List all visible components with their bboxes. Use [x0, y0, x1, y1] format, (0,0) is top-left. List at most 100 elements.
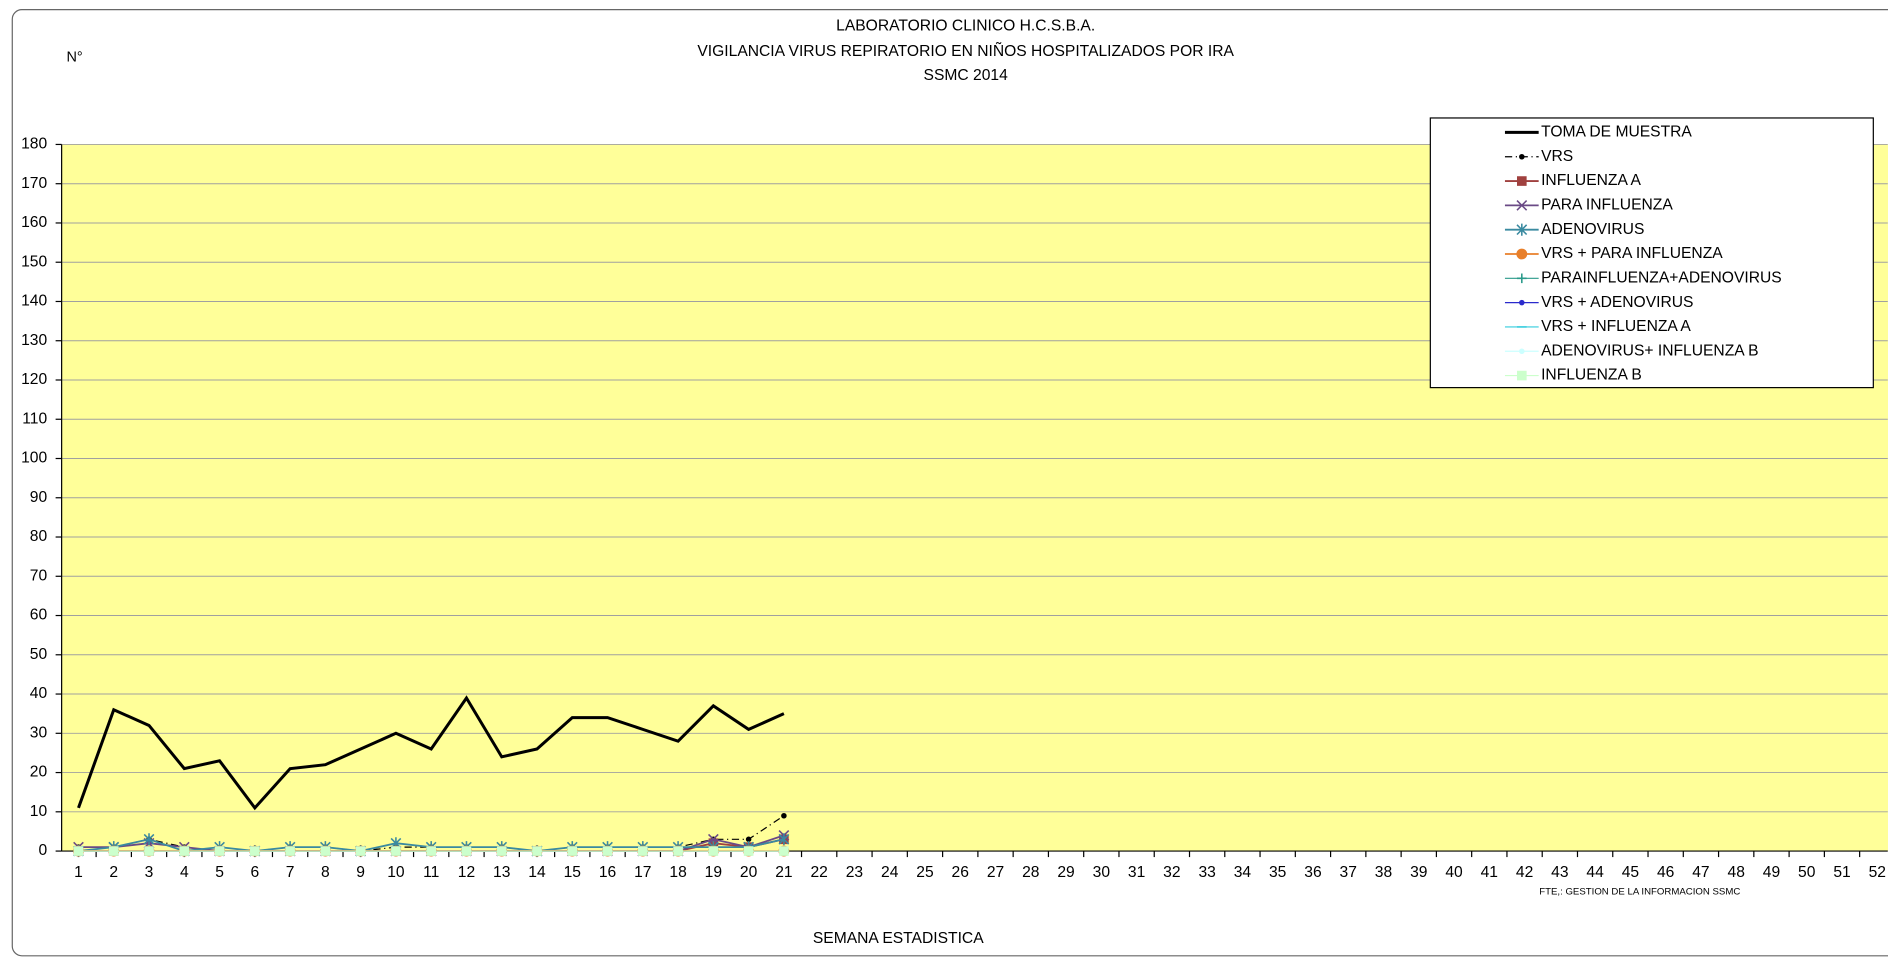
x-tick-label: 28 — [1022, 864, 1040, 881]
legend-marker — [1516, 370, 1527, 381]
marker — [532, 846, 542, 856]
title-line: VIGILANCIA VIRUS REPIRATORIO EN NIÑOS HO… — [697, 40, 1234, 60]
marker — [778, 833, 790, 846]
x-tick-label: 52 — [1869, 864, 1886, 881]
y-tick-label: 80 — [30, 528, 48, 545]
x-tick-label: 36 — [1304, 864, 1321, 881]
x-tick-label: 3 — [145, 864, 154, 881]
marker — [426, 846, 437, 856]
x-tick-label: 6 — [250, 864, 259, 881]
marker — [638, 846, 648, 856]
marker — [391, 846, 401, 856]
y-tick-label: 180 — [21, 136, 47, 153]
x-tick-label: 15 — [564, 864, 582, 881]
x-tick-label: 21 — [775, 864, 792, 881]
x-tick-label: 24 — [881, 864, 899, 881]
y-tick-label: 90 — [30, 489, 48, 506]
marker — [707, 833, 719, 845]
x-tick-label: 7 — [286, 864, 295, 881]
legend-label: VRS + INFLUENZA A — [1541, 318, 1691, 335]
x-tick-label: 35 — [1269, 864, 1287, 881]
x-tick-label: 50 — [1798, 864, 1816, 881]
y-tick-label: 110 — [22, 410, 47, 427]
y-axis-label: N° — [66, 50, 82, 66]
y-tick-label: 100 — [21, 450, 47, 467]
x-tick-label: 26 — [952, 864, 969, 881]
x-tick-label: 41 — [1481, 864, 1498, 881]
x-tick-label: 29 — [1057, 864, 1074, 881]
marker — [745, 836, 752, 843]
x-tick-label: 48 — [1728, 864, 1746, 881]
x-tick-label: 14 — [528, 864, 546, 881]
legend-marker — [1516, 199, 1528, 211]
x-tick-label: 31 — [1128, 864, 1145, 881]
x-tick-label: 44 — [1586, 864, 1604, 881]
legend — [1429, 117, 1874, 389]
legend-marker — [1516, 223, 1528, 236]
marker — [144, 846, 154, 856]
legend-label: ADENOVIRUS — [1541, 221, 1644, 238]
y-tick-label: 30 — [30, 724, 48, 741]
x-tick-label: 25 — [916, 864, 934, 881]
legend-label: PARA INFLUENZA — [1541, 196, 1673, 213]
marker — [355, 846, 366, 856]
marker — [250, 846, 260, 856]
marker — [708, 846, 719, 856]
x-tick-label: 43 — [1551, 864, 1568, 881]
x-tick-label: 13 — [493, 864, 510, 881]
y-tick-label: 20 — [30, 764, 48, 781]
x-tick-label: 47 — [1692, 864, 1709, 881]
x-tick-label: 10 — [387, 864, 405, 881]
y-tick-label: 70 — [30, 567, 48, 584]
x-tick-label: 34 — [1234, 864, 1252, 881]
x-tick-label: 23 — [846, 864, 863, 881]
x-tick-label: 51 — [1833, 864, 1850, 881]
x-tick-label: 4 — [180, 864, 189, 881]
marker — [143, 833, 155, 846]
legend-label: VRS + ADENOVIRUS — [1541, 294, 1693, 311]
marker — [567, 846, 578, 856]
x-axis-label: SEMANA ESTADISTICA — [813, 930, 984, 947]
x-tick-label: 27 — [987, 864, 1004, 881]
marker — [602, 846, 613, 856]
y-tick-label: 160 — [21, 214, 47, 231]
legend-label: TOMA DE MUESTRA — [1541, 124, 1692, 141]
legend-marker — [1516, 273, 1527, 284]
title-line: SSMC 2014 — [924, 67, 1009, 84]
x-tick-label: 17 — [634, 864, 651, 881]
x-tick-label: 1 — [74, 864, 83, 881]
marker — [214, 846, 225, 856]
x-tick-label: 40 — [1445, 864, 1463, 881]
x-tick-label: 16 — [599, 864, 616, 881]
marker — [179, 846, 190, 856]
x-tick-label: 46 — [1657, 864, 1674, 881]
x-tick-label: 32 — [1163, 864, 1180, 881]
y-tick-label: 10 — [30, 803, 48, 820]
y-tick-label: 140 — [21, 293, 47, 310]
x-tick-label: 9 — [356, 864, 365, 881]
legend-marker — [1516, 248, 1528, 260]
legend-marker — [1519, 348, 1525, 355]
x-tick-label: 18 — [669, 864, 687, 881]
y-tick-label: 60 — [30, 607, 48, 624]
marker — [320, 846, 331, 856]
x-tick-label: 38 — [1375, 864, 1393, 881]
marker — [743, 846, 754, 856]
title-line: LABORATORIO CLINICO H.C.S.B.A. — [836, 18, 1095, 35]
x-tick-label: 22 — [810, 864, 827, 881]
series-line — [77, 695, 785, 811]
y-tick-label: 0 — [38, 842, 47, 859]
x-tick-label: 20 — [740, 864, 758, 881]
x-tick-label: 30 — [1093, 864, 1111, 881]
marker — [285, 846, 295, 856]
legend-label: INFLUENZA A — [1541, 172, 1641, 189]
x-tick-label: 12 — [458, 864, 475, 881]
marker — [461, 846, 472, 856]
x-tick-label: 11 — [423, 864, 439, 881]
x-tick-label: 42 — [1516, 864, 1533, 881]
y-tick-label: 130 — [21, 332, 47, 349]
marker — [73, 846, 84, 856]
legend-marker — [1519, 153, 1525, 160]
legend-marker — [1516, 176, 1527, 186]
